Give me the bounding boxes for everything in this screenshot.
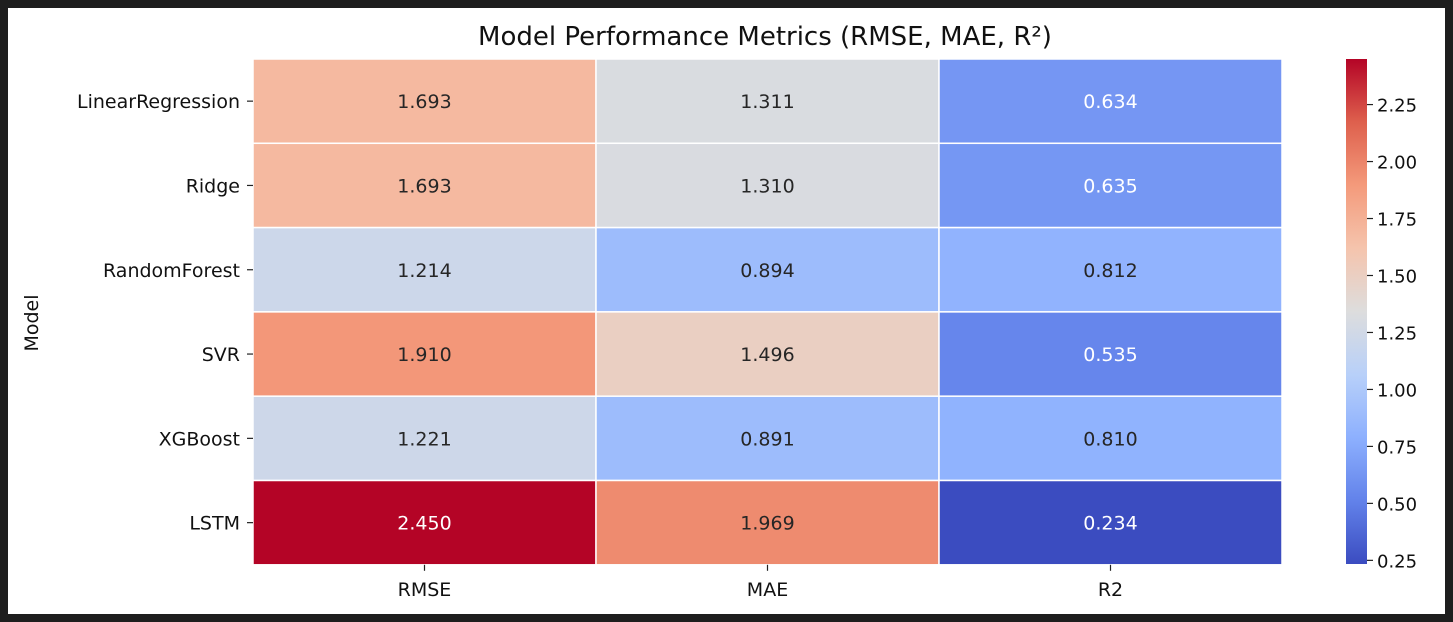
- colorbar-tick-label: 0.25: [1377, 551, 1417, 572]
- column-label: MAE: [747, 579, 788, 601]
- colorbar-tick-label: 1.00: [1377, 380, 1417, 401]
- cell-value-label: 0.894: [740, 260, 794, 282]
- heatmap-chart: Model Performance Metrics (RMSE, MAE, R²…: [21, 22, 1417, 601]
- colorbar-tick-label: 0.75: [1377, 437, 1417, 458]
- cell-value-label: 0.535: [1083, 344, 1137, 366]
- cell-value-label: 1.310: [740, 175, 794, 197]
- cell-value-label: 1.496: [740, 344, 794, 366]
- heatmap-cell-XGBoost-RMSE: [252, 395, 597, 482]
- cell-value-label: 0.634: [1083, 91, 1137, 113]
- row-label: RandomForest: [103, 260, 240, 282]
- row-label: LSTM: [189, 513, 240, 535]
- cell-value-label: 0.891: [740, 428, 794, 450]
- heatmap-cell-SVR-R2: [938, 311, 1283, 397]
- cell-value-label: 1.693: [397, 91, 451, 113]
- cell-value-label: 0.635: [1083, 175, 1137, 197]
- cell-value-label: 1.214: [397, 260, 451, 282]
- colorbar-tick-label: 1.75: [1377, 210, 1417, 231]
- cell-value-label: 0.810: [1083, 428, 1137, 450]
- heatmap-cell-SVR-RMSE: [252, 311, 597, 397]
- column-label: R2: [1098, 579, 1123, 601]
- row-label: XGBoost: [159, 428, 240, 450]
- cell-value-label: 1.969: [740, 513, 794, 535]
- heatmap-cell-RandomForest-MAE: [595, 226, 940, 313]
- heatmap-cell-LSTM-R2: [938, 479, 1283, 566]
- cell-value-label: 0.234: [1083, 513, 1137, 535]
- heatmap-cell-XGBoost-MAE: [595, 395, 940, 482]
- heatmap-cells: [252, 58, 1283, 566]
- colorbar-tick-label: 1.50: [1377, 266, 1417, 287]
- colorbar-tick-label: 2.00: [1377, 153, 1417, 174]
- cell-value-label: 1.693: [397, 175, 451, 197]
- heatmap-cell-Ridge-RMSE: [252, 142, 597, 229]
- heatmap-cell-XGBoost-R2: [938, 395, 1283, 482]
- row-label: SVR: [202, 344, 240, 366]
- row-label: Ridge: [186, 175, 240, 197]
- cell-value-label: 0.812: [1083, 260, 1137, 282]
- colorbar-tick-label: 2.25: [1377, 96, 1417, 117]
- cell-value-label: 1.910: [397, 344, 451, 366]
- cell-value-label: 1.311: [740, 91, 794, 113]
- heatmap-cell-LinearRegression-R2: [938, 58, 1283, 145]
- heatmap-cell-labels: 1.693 1.311 0.634 1.693 1.310 0.635 1.214 0.894…: [397, 91, 1137, 535]
- colorbar: 0.25 0.50 0.75 1.00 1.25 1.50 1.75 2.00 2.25: [1346, 59, 1417, 572]
- heatmap-cell-Ridge-MAE: [595, 142, 940, 229]
- heatmap-cell-LinearRegression-RMSE: [252, 58, 597, 145]
- column-tick-labels: RMSE MAE R2: [398, 564, 1123, 601]
- chart-frame: Model Performance Metrics (RMSE, MAE, R²…: [8, 8, 1445, 614]
- cell-value-label: 2.450: [397, 513, 451, 535]
- row-tick-labels: LinearRegression Ridge RandomForest SVR XGBo…: [77, 91, 253, 535]
- column-label: RMSE: [398, 579, 452, 601]
- heatmap-cell-LinearRegression-MAE: [595, 58, 940, 145]
- heatmap-cell-Ridge-R2: [938, 142, 1283, 229]
- y-axis-label: Model: [21, 294, 43, 351]
- heatmap-cell-LSTM-MAE: [595, 479, 940, 566]
- colorbar-tick-label: 0.50: [1377, 494, 1417, 515]
- row-label: LinearRegression: [77, 91, 240, 113]
- chart-title: Model Performance Metrics (RMSE, MAE, R²…: [478, 22, 1052, 52]
- colorbar-gradient: [1346, 59, 1367, 564]
- cell-value-label: 1.221: [397, 428, 451, 450]
- colorbar-tick-label: 1.25: [1377, 323, 1417, 344]
